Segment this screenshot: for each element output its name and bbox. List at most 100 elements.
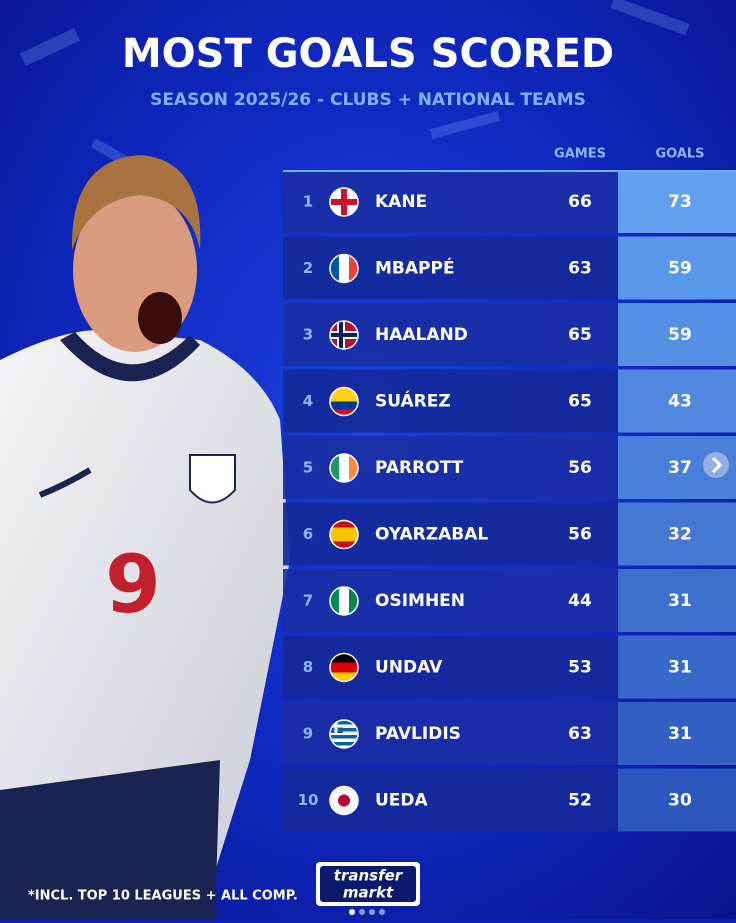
table-row: 7 OSIMHEN 44 31: [283, 569, 736, 632]
flag-part: [330, 199, 358, 205]
games: 44: [568, 591, 592, 611]
flag: [330, 587, 358, 615]
table-row: 2 MBAPPÉ 63 59: [283, 236, 736, 300]
flag: [330, 653, 358, 682]
flag-part: [338, 794, 350, 807]
flag: [330, 387, 358, 416]
column-header: GAMES: [554, 147, 606, 162]
player-name: OYARZABAL: [375, 525, 488, 545]
flag-part: [330, 735, 358, 739]
games: 56: [568, 525, 592, 545]
table-row: 8 UNDAV 53 31: [283, 635, 736, 699]
logo-text: markt: [343, 884, 394, 902]
games: 65: [568, 392, 592, 412]
goals: 73: [668, 192, 692, 212]
games: 52: [568, 791, 592, 811]
goals: 37: [668, 458, 692, 478]
goals: 30: [668, 791, 692, 811]
player-name: UNDAV: [375, 658, 443, 678]
goals-cell-bg: [618, 702, 736, 765]
next-button[interactable]: [703, 452, 729, 478]
flag-part: [330, 527, 358, 542]
goals: 32: [668, 525, 692, 545]
flag-ring: [329, 386, 359, 417]
title: MOST GOALS SCORED: [122, 31, 614, 77]
games: 63: [568, 259, 592, 279]
flag: [330, 188, 358, 216]
goals-cell-bg: [618, 170, 736, 233]
games: 63: [568, 724, 592, 744]
goals: 31: [668, 724, 692, 744]
column-header: GOALS: [655, 147, 704, 162]
flag-part: [330, 672, 358, 682]
flag: [330, 454, 358, 482]
table-row: 1 KANE 66 73: [283, 170, 736, 233]
rank: 10: [298, 791, 319, 809]
flag-part: [330, 653, 358, 663]
table-row: 5 PARROTT 56 37: [283, 436, 736, 499]
table-row: 9 PAVLIDIS 63 31: [283, 702, 736, 765]
logo-text: transfer: [334, 867, 404, 885]
player-name: OSIMHEN: [375, 591, 465, 611]
table-row: 3 HAALAND 65 59: [283, 303, 736, 366]
goals-cell-bg: [618, 635, 736, 699]
rank: 6: [303, 525, 313, 543]
flag-ring: [329, 453, 359, 483]
rank: 1: [303, 193, 313, 211]
goals-cell-bg: [618, 369, 736, 433]
games: 65: [568, 325, 592, 345]
player-name: PAVLIDIS: [375, 724, 461, 744]
flag-part: [330, 401, 358, 410]
flag-ring: [329, 719, 359, 749]
rank: 3: [303, 326, 313, 344]
flag-part: [330, 409, 358, 416]
games: 66: [568, 192, 592, 212]
rank: 8: [303, 658, 313, 676]
flag-part: [330, 254, 339, 283]
flag: [330, 786, 358, 815]
table-row: 4 SUÁREZ 65 43: [283, 369, 736, 433]
flag: [330, 720, 358, 748]
flag-ring: [329, 187, 359, 217]
flag-ring: [329, 652, 359, 683]
games: 53: [568, 658, 592, 678]
rank: 2: [303, 259, 313, 277]
rank: 9: [303, 725, 313, 743]
flag-part: [349, 587, 358, 615]
flag-part: [339, 587, 349, 615]
flag-ring: [329, 320, 359, 350]
games: 56: [568, 458, 592, 478]
confetti: [19, 0, 690, 172]
footnote: *INCL. TOP 10 LEAGUES + ALL COMP.: [28, 889, 298, 904]
flag-part: [349, 454, 358, 482]
flag-ring: [329, 519, 359, 550]
flag-part: [330, 724, 343, 728]
goals-cell-bg: [618, 303, 736, 366]
goals: 31: [668, 658, 692, 678]
flag-part: [349, 254, 358, 283]
top-highlight: [283, 170, 736, 172]
flag-part: [339, 254, 349, 283]
goals-cell-bg: [618, 502, 736, 566]
rank: 7: [303, 592, 313, 610]
player-name: PARROTT: [375, 458, 464, 478]
goals: 59: [668, 259, 692, 279]
goals: 31: [668, 591, 692, 611]
flag-part: [330, 333, 358, 337]
goals: 59: [668, 325, 692, 345]
rank: 5: [303, 459, 313, 477]
player-name: KANE: [375, 192, 427, 212]
goals-cell-bg: [618, 569, 736, 632]
player-illustration: 9: [0, 155, 290, 919]
rank: 4: [303, 392, 313, 410]
flag-ring: [329, 253, 359, 284]
flag: [330, 520, 358, 549]
player-name: SUÁREZ: [375, 390, 451, 412]
flag-ring: [329, 785, 359, 816]
table-row: 10 UEDA 52 30: [283, 768, 736, 832]
flag-part: [330, 454, 339, 482]
flag-part: [330, 728, 358, 732]
table: 1 KANE 66 732 MBAPPÉ 63 593 HAALAND 65 594 SUÁREZ 6…: [283, 170, 736, 832]
goals-cell-bg: [618, 768, 736, 832]
